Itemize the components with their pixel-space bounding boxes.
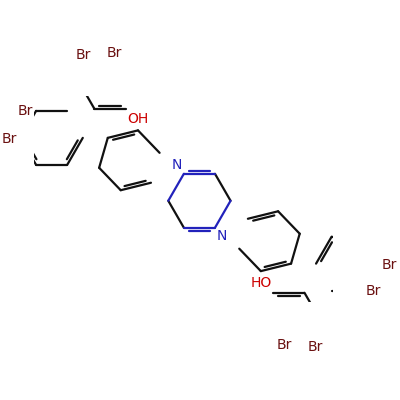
Text: HO: HO <box>250 276 272 290</box>
Text: N: N <box>172 158 182 172</box>
Text: OH: OH <box>127 112 149 126</box>
Text: N: N <box>216 229 227 243</box>
Text: Br: Br <box>366 284 381 298</box>
Text: Br: Br <box>76 48 91 62</box>
Text: Br: Br <box>2 132 17 146</box>
Text: Br: Br <box>276 338 292 352</box>
Text: Br: Br <box>18 104 33 118</box>
Text: Br: Br <box>382 258 397 272</box>
Text: Br: Br <box>107 46 122 60</box>
Text: Br: Br <box>308 340 323 354</box>
